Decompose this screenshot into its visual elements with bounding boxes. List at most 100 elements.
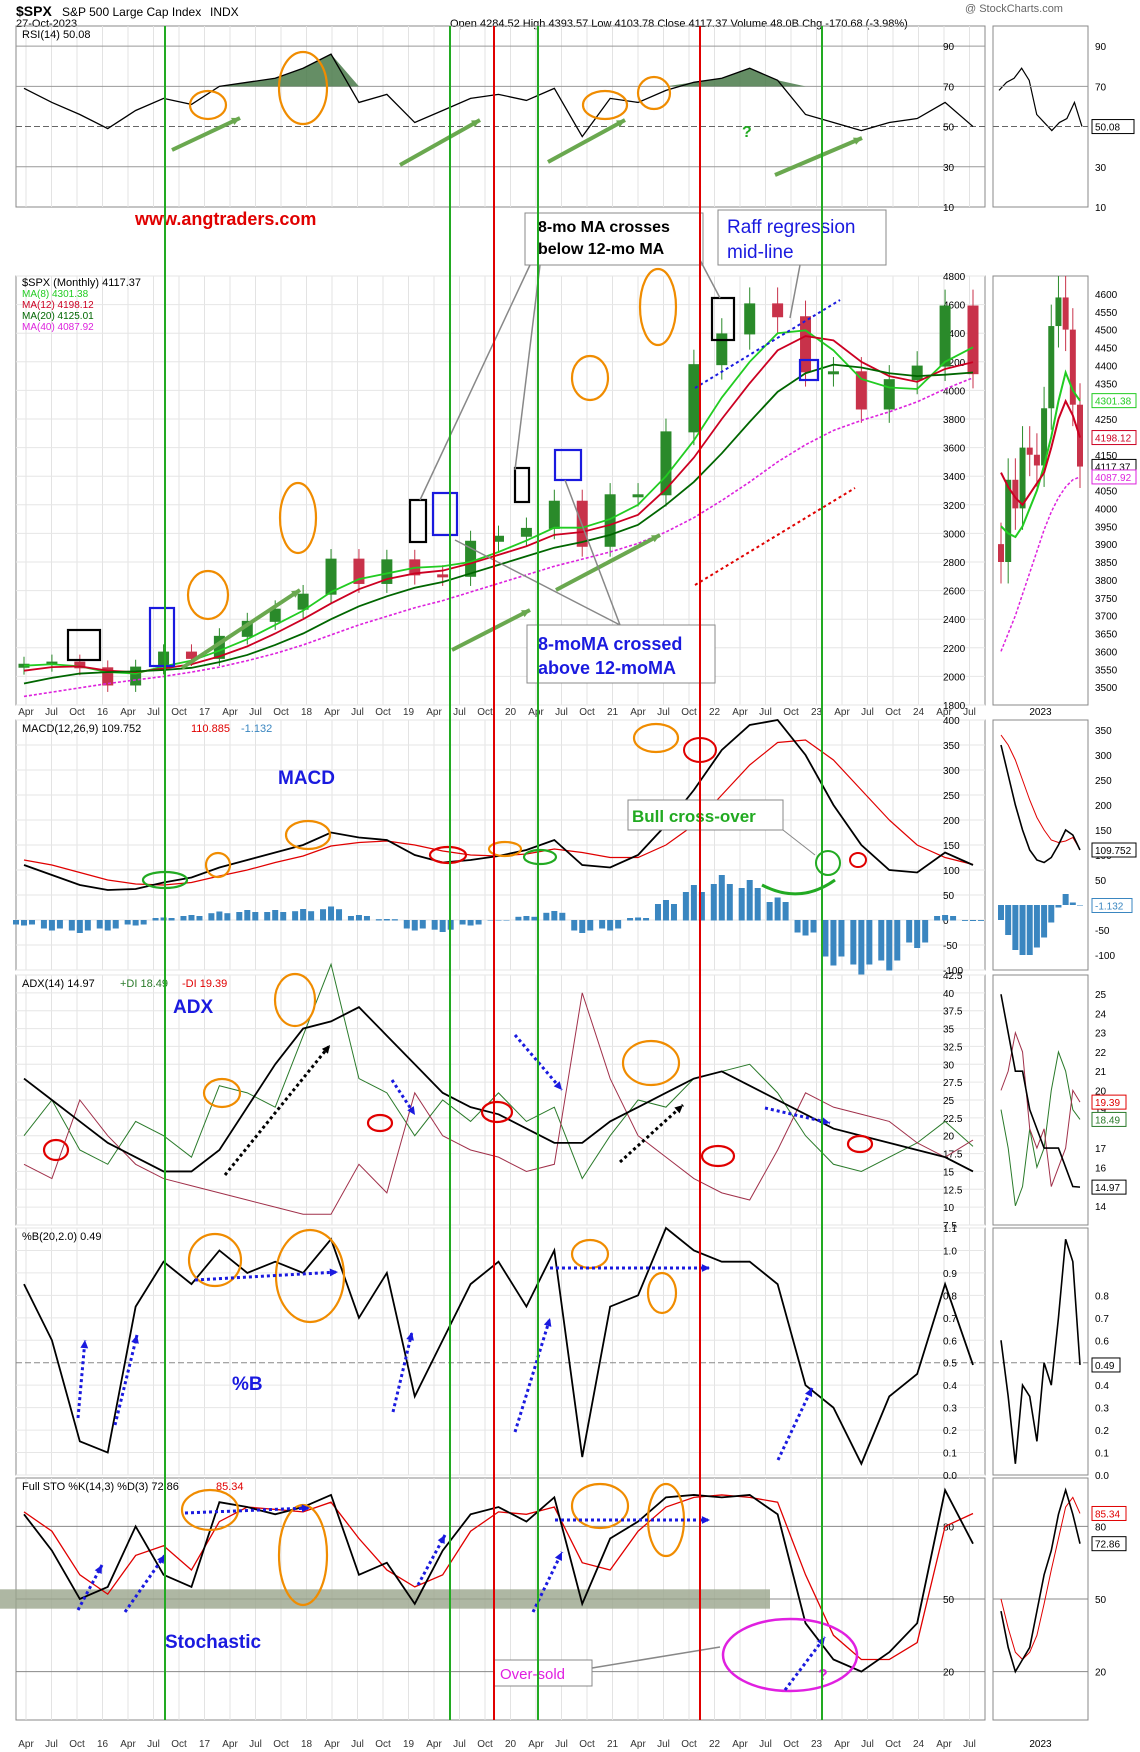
x-tick-label-bottom: Jul xyxy=(963,1739,976,1750)
macd-hist-bar xyxy=(439,920,446,932)
macd-tick: 0 xyxy=(943,916,949,927)
side-price-last-box xyxy=(1091,469,1137,485)
macd-hist-bar xyxy=(196,916,203,921)
side-adx-tick: 14 xyxy=(1095,1202,1107,1213)
macd-hist-bar xyxy=(718,875,725,921)
side-price-tick: 4550 xyxy=(1095,308,1118,319)
macd-hist-bar xyxy=(551,911,558,921)
rsi-tick: 30 xyxy=(943,163,955,174)
side-adx-tick: 22 xyxy=(1095,1048,1107,1059)
macd-hist-bar xyxy=(754,888,761,921)
side-macd-tick: 350 xyxy=(1095,726,1112,737)
pctb-legend: %B(20,2.0) 0.49 xyxy=(22,1231,102,1243)
side-macd-last: 109.752 xyxy=(1095,846,1132,857)
adx-tick: 22.5 xyxy=(943,1114,963,1125)
macd-hist-bar xyxy=(922,920,929,943)
pctb-line xyxy=(23,1226,974,1466)
side-pctb-tick: 0.6 xyxy=(1095,1336,1109,1347)
callout-line xyxy=(789,264,801,319)
price-tick: 3200 xyxy=(943,501,966,512)
candle-body xyxy=(130,666,142,686)
side-pctb-tick: 0.0 xyxy=(1095,1471,1109,1482)
x-tick-label-bottom: Oct xyxy=(885,1739,901,1750)
side-candle-body xyxy=(1041,408,1048,466)
candle-body xyxy=(632,494,644,498)
macd-legend-blue: -1.132 xyxy=(241,723,272,735)
side-candle-body xyxy=(998,544,1004,562)
adx-black-arrow xyxy=(223,1044,332,1176)
candle-body xyxy=(325,558,337,595)
candle-body xyxy=(185,651,197,659)
side-rsi-line xyxy=(998,67,1083,132)
macd-hist-bar xyxy=(244,910,251,921)
macd-hist-bar xyxy=(355,915,362,921)
side-macd-bar xyxy=(1033,905,1040,948)
ma-legend-3: MA(20) 4125.01 xyxy=(22,311,94,322)
pctb-arrow xyxy=(76,1339,87,1419)
macd-hist-bar xyxy=(615,920,622,929)
macd-tick: 250 xyxy=(943,791,960,802)
green-arrow-head xyxy=(853,137,862,145)
pctb-tick: 1.1 xyxy=(943,1224,957,1235)
macd-hist-bar xyxy=(487,920,494,921)
macd-hist-bar xyxy=(475,920,482,925)
side-candle-body xyxy=(1033,454,1040,466)
macd-hist-bar xyxy=(690,885,697,921)
side-pctb-last: 0.49 xyxy=(1095,1361,1115,1372)
oversold-box xyxy=(493,1659,593,1687)
side-macd-signal xyxy=(1000,734,1081,850)
x-tick-label-bottom: Jul xyxy=(555,1739,568,1750)
side-pctb-tick: 0.3 xyxy=(1095,1404,1109,1415)
sto-orange-ellipse xyxy=(570,1482,630,1530)
macd-hist-bar xyxy=(383,919,390,921)
macd-hist-bar xyxy=(782,902,789,921)
sto-arrow xyxy=(184,1506,311,1515)
side-sto-k xyxy=(1000,1487,1081,1674)
sto-d-line xyxy=(23,1494,974,1661)
side-macd-bar xyxy=(1062,894,1069,905)
side-macd-tick: 50 xyxy=(1095,876,1107,887)
sto-arrow-head xyxy=(301,1504,310,1513)
side-macd-bar xyxy=(1026,905,1033,955)
x-tick-label-bottom: 21 xyxy=(607,1739,619,1750)
macd-hist-bar xyxy=(571,920,578,931)
x-tick-label-bottom: 18 xyxy=(301,1739,313,1750)
macd-hist-bar xyxy=(160,917,167,921)
price-tick: 4600 xyxy=(943,301,966,312)
x-tick-label-top: Jul xyxy=(963,707,976,718)
candle-body xyxy=(883,379,895,410)
oversold-ellipse xyxy=(721,1617,859,1693)
adx-tick: 32.5 xyxy=(943,1042,963,1053)
side-candle-body xyxy=(1062,297,1069,330)
x-tick-label-top: 22 xyxy=(709,707,721,718)
side-macd-tick: 300 xyxy=(1095,751,1112,762)
price-tick: 4800 xyxy=(943,272,966,283)
x-tick-label-top: Apr xyxy=(426,707,442,718)
macd-hist-bar xyxy=(292,911,299,921)
side-adx-last-box xyxy=(1091,1094,1127,1110)
green-arrow xyxy=(547,118,626,164)
x-tick-label-top: Apr xyxy=(120,707,136,718)
watermark: @ StockCharts.com xyxy=(965,3,1063,15)
side-ma40 xyxy=(1000,476,1081,652)
macd-hist-bar xyxy=(104,920,111,931)
rsi-orange-ellipse xyxy=(277,50,329,126)
macd-hist-bar xyxy=(934,916,941,921)
macd-hist-bar xyxy=(543,912,550,921)
candle-body xyxy=(967,305,979,375)
candle-body xyxy=(855,371,867,410)
ma-legend-4: MA(40) 4087.92 xyxy=(22,322,94,333)
macd-tick: 400 xyxy=(943,716,960,727)
x-tick-label-top: 19 xyxy=(403,707,415,718)
adx-red-ellipse xyxy=(366,1113,394,1133)
macd-hist-bar xyxy=(774,897,781,921)
pctb-orange-ellipse xyxy=(274,1228,346,1324)
rsi-orange-ellipse xyxy=(636,75,672,111)
x-tick-label-top: Apr xyxy=(18,707,34,718)
macd-hist-bar xyxy=(579,920,586,933)
macd-tick: -50 xyxy=(943,941,958,952)
macd-hist-bar xyxy=(978,920,984,921)
side-price-tick: 4000 xyxy=(1095,504,1118,515)
macd-hist-bar xyxy=(459,920,466,925)
